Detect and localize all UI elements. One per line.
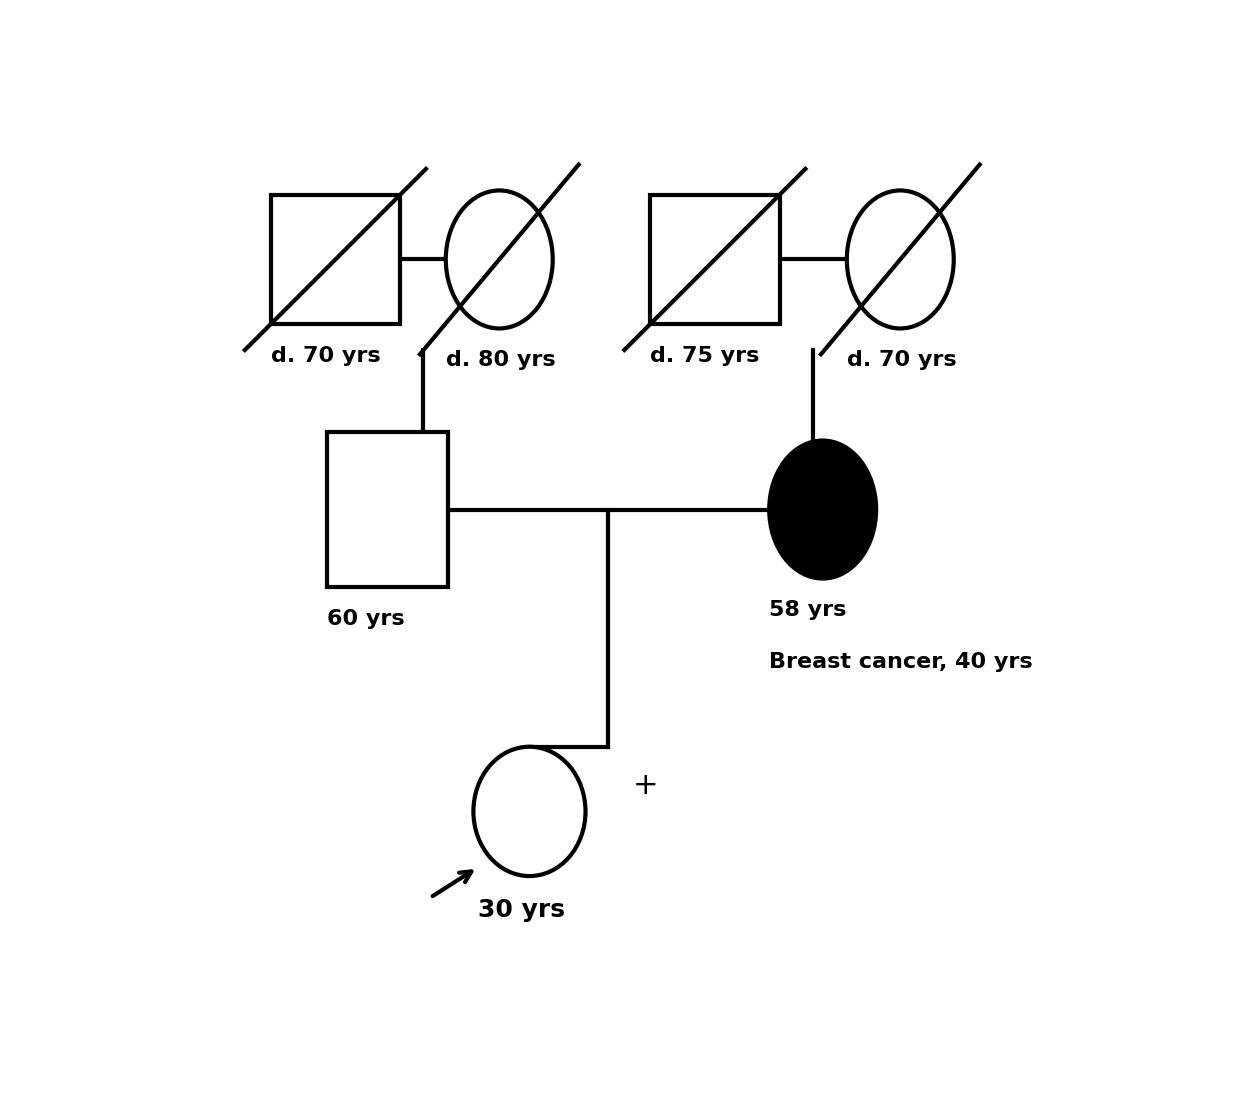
Text: d. 70 yrs: d. 70 yrs: [847, 349, 956, 370]
Bar: [650, 195, 779, 324]
Bar: [327, 432, 447, 587]
Text: d. 70 yrs: d. 70 yrs: [270, 346, 380, 366]
Ellipse shape: [847, 190, 953, 328]
Text: 60 yrs: 60 yrs: [327, 609, 404, 628]
Ellipse shape: [446, 190, 553, 328]
Text: d. 80 yrs: d. 80 yrs: [446, 349, 556, 370]
Ellipse shape: [769, 440, 876, 579]
Ellipse shape: [473, 747, 585, 876]
Text: 58 yrs: 58 yrs: [769, 600, 846, 620]
Text: 30 yrs: 30 yrs: [478, 897, 564, 922]
Text: +: +: [634, 771, 658, 800]
Text: d. 75 yrs: d. 75 yrs: [650, 346, 760, 366]
Bar: [270, 195, 400, 324]
Text: Breast cancer, 40 yrs: Breast cancer, 40 yrs: [769, 652, 1032, 672]
